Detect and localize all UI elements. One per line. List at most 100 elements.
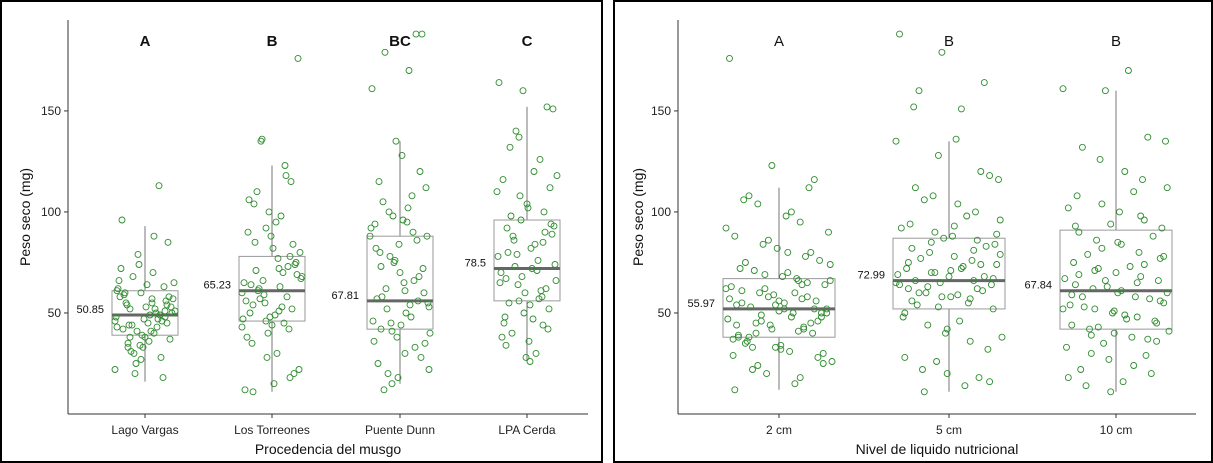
mean-label: 67.81 <box>331 290 359 302</box>
data-point <box>897 31 903 37</box>
significance-letter: A <box>140 33 151 50</box>
data-point <box>545 326 551 332</box>
x-tick-label: LPA Cerda <box>498 423 555 437</box>
data-point <box>390 213 396 219</box>
data-point <box>1097 156 1103 162</box>
data-point <box>785 270 791 276</box>
data-point <box>953 136 959 142</box>
data-point <box>957 318 963 324</box>
data-point <box>537 156 543 162</box>
data-point <box>1131 189 1137 195</box>
data-point <box>893 138 899 144</box>
y-tick-label: 150 <box>41 104 61 118</box>
data-point <box>371 338 377 344</box>
data-point <box>829 359 835 365</box>
data-point <box>750 367 756 373</box>
x-tick-label: 5 cm <box>936 423 962 437</box>
data-point <box>151 233 157 239</box>
mean-label: 67.84 <box>1024 280 1052 292</box>
data-point <box>750 344 756 350</box>
data-point <box>112 367 118 373</box>
data-point <box>1083 383 1089 389</box>
data-point <box>530 316 536 322</box>
data-point <box>769 163 775 169</box>
data-point <box>278 213 284 219</box>
data-point <box>544 104 550 110</box>
x-tick-label: Lago Vargas <box>111 423 178 437</box>
data-point <box>265 330 271 336</box>
data-point <box>1088 332 1094 338</box>
data-point <box>746 193 752 199</box>
data-point <box>427 330 433 336</box>
data-point <box>376 179 382 185</box>
data-point <box>1140 177 1146 183</box>
data-point <box>976 375 982 381</box>
data-point <box>921 197 927 203</box>
data-point <box>898 225 904 231</box>
data-point <box>259 136 265 142</box>
data-point <box>981 80 987 86</box>
data-point <box>513 128 519 134</box>
y-tick-label: 50 <box>48 306 62 320</box>
data-point <box>500 177 506 183</box>
data-point <box>413 31 419 37</box>
data-point <box>158 354 164 360</box>
data-point <box>417 169 423 175</box>
mean-label: 72.99 <box>857 270 885 282</box>
data-point <box>252 239 258 245</box>
data-point <box>916 88 922 94</box>
data-point <box>160 375 166 381</box>
data-point <box>765 237 771 243</box>
data-point <box>254 189 260 195</box>
data-point <box>135 251 141 257</box>
significance-letter: A <box>774 33 784 50</box>
data-point <box>987 173 993 179</box>
x-tick-label: 10 cm <box>1100 423 1133 437</box>
data-point <box>502 314 508 320</box>
data-point <box>406 68 412 74</box>
data-point <box>967 338 973 344</box>
x-tick-label: 2 cm <box>766 423 792 437</box>
data-point <box>136 262 142 268</box>
data-point <box>1108 221 1114 227</box>
data-point <box>1065 375 1071 381</box>
data-point <box>507 144 513 150</box>
data-point <box>150 270 156 276</box>
data-point <box>251 201 257 207</box>
data-point <box>760 241 766 247</box>
data-point <box>742 260 748 266</box>
data-point <box>382 49 388 55</box>
data-point <box>540 322 546 328</box>
data-point <box>264 354 270 360</box>
data-point <box>920 367 926 373</box>
box-iqr <box>367 236 433 329</box>
data-point <box>1154 338 1160 344</box>
data-point <box>165 239 171 245</box>
data-point <box>520 88 526 94</box>
data-point <box>249 340 255 346</box>
data-point <box>737 266 743 272</box>
significance-letter: B <box>267 33 278 50</box>
data-point <box>958 106 964 112</box>
data-point <box>900 314 906 320</box>
data-point <box>138 356 144 362</box>
data-point <box>1079 144 1085 150</box>
data-point <box>419 31 425 37</box>
data-point <box>994 231 1000 237</box>
data-point <box>546 306 552 312</box>
data-point <box>133 361 139 367</box>
data-point <box>132 371 138 377</box>
data-point <box>811 177 817 183</box>
mean-label: 78.5 <box>465 258 486 270</box>
mean-label: 50.85 <box>76 304 104 316</box>
data-point <box>274 350 280 356</box>
data-point <box>297 249 303 255</box>
data-point <box>907 221 913 227</box>
data-point <box>999 334 1005 340</box>
data-point <box>385 371 391 377</box>
data-point <box>494 189 500 195</box>
data-point <box>930 193 936 199</box>
data-point <box>412 344 418 350</box>
data-point <box>1060 86 1066 92</box>
data-point <box>911 104 917 110</box>
